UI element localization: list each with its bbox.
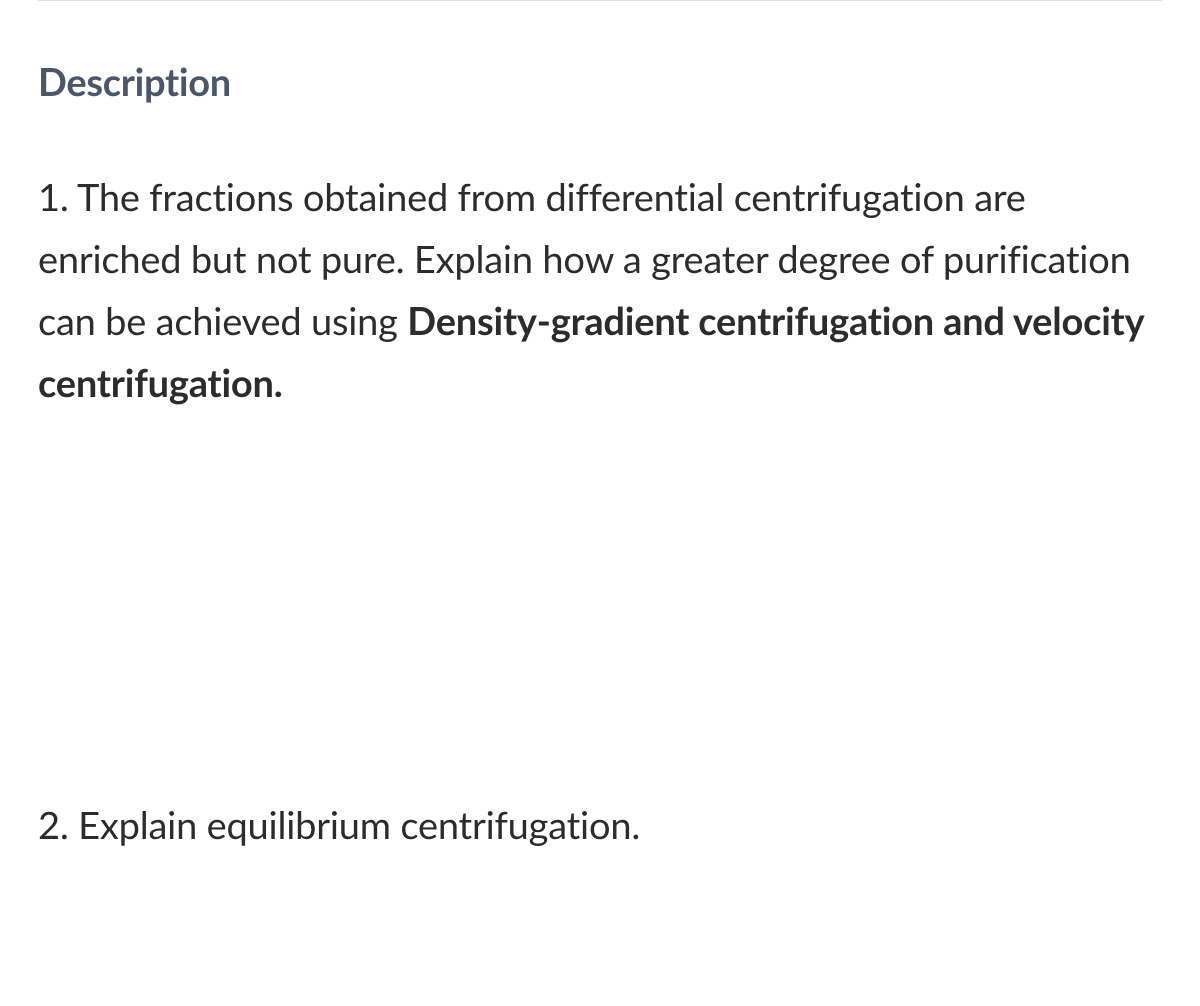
- section-heading: Description: [38, 59, 1162, 105]
- question-2: 2. Explain equilibrium centrifugation.: [38, 795, 1162, 857]
- question-1: 1. The fractions obtained from different…: [38, 167, 1162, 415]
- content-container: Description 1. The fractions obtained fr…: [0, 1, 1200, 857]
- question-2-text: 2. Explain equilibrium centrifugation.: [38, 802, 640, 848]
